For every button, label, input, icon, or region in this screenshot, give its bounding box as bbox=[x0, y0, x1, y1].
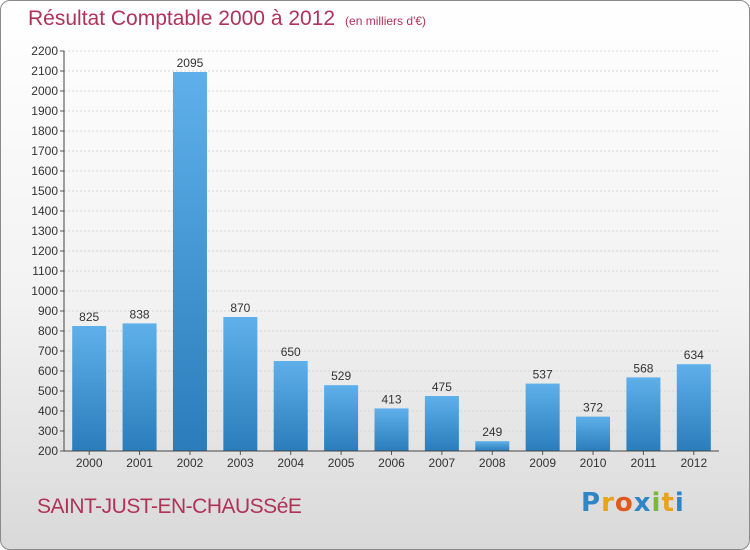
y-tick-label: 300 bbox=[38, 424, 58, 438]
y-tick-label: 1900 bbox=[31, 104, 58, 118]
grid-lines bbox=[64, 50, 719, 452]
data-label: 870 bbox=[230, 301, 250, 315]
y-tick-label: 2000 bbox=[31, 84, 58, 98]
y-tick-label: 1400 bbox=[31, 204, 58, 218]
data-label: 475 bbox=[432, 380, 452, 394]
y-tick-label: 2100 bbox=[31, 64, 58, 78]
bar-2008 bbox=[475, 441, 510, 451]
x-tick-label: 2003 bbox=[227, 456, 254, 470]
y-tick-label: 1000 bbox=[31, 284, 58, 298]
x-tick-label: 2008 bbox=[479, 456, 506, 470]
bar-2000 bbox=[72, 326, 107, 451]
bar-2006 bbox=[374, 408, 409, 451]
title-text: Résultat Comptable 2000 à 2012 bbox=[28, 7, 336, 30]
bar-2007 bbox=[424, 396, 459, 451]
data-label: 372 bbox=[583, 401, 603, 415]
x-tick-label: 2011 bbox=[631, 456, 657, 470]
y-tick-label: 1700 bbox=[31, 144, 58, 158]
logo-letter: i bbox=[651, 488, 662, 518]
x-tick-label: 2006 bbox=[378, 456, 405, 470]
x-tick-label: 2004 bbox=[277, 456, 304, 470]
data-label: 537 bbox=[533, 368, 553, 382]
data-label: 838 bbox=[130, 307, 150, 321]
x-tick-label: 2001 bbox=[126, 456, 153, 470]
x-tick-label: 2000 bbox=[76, 456, 103, 470]
data-labels: 825 838 2095 870 650 529 413 475 249 537 372 568 634 bbox=[79, 56, 704, 439]
y-tick-label: 1800 bbox=[31, 124, 58, 138]
y-tick-label: 400 bbox=[38, 404, 58, 418]
place-name: SAINT-JUST-EN-CHAUSSéE bbox=[37, 495, 302, 518]
bar-2010 bbox=[576, 416, 611, 451]
x-tick-label: 2010 bbox=[580, 456, 607, 470]
y-tick-label: 2200 bbox=[31, 44, 58, 58]
chart-title: Résultat Comptable 2000 à 2012 (en millie… bbox=[28, 7, 426, 31]
data-label: 825 bbox=[79, 310, 99, 324]
data-label: 413 bbox=[381, 392, 401, 406]
y-tick-label: 600 bbox=[38, 364, 58, 378]
y-tick-label: 700 bbox=[38, 344, 58, 358]
bar-2002 bbox=[172, 72, 207, 451]
x-tick-label: 2012 bbox=[680, 456, 707, 470]
logo-letter: o bbox=[614, 488, 634, 518]
data-label: 634 bbox=[684, 348, 704, 362]
logo-letter: t bbox=[661, 488, 675, 518]
x-tick-label: 2009 bbox=[529, 456, 556, 470]
y-axis-ticks: 200 300 400 500 600 700 800 900 1000 1100 1200 1300… bbox=[31, 44, 64, 458]
x-tick-label: 2007 bbox=[429, 456, 456, 470]
chart-subtitle: (en milliers d'€) bbox=[345, 14, 427, 28]
bars bbox=[72, 72, 711, 451]
logo-letter: x bbox=[633, 488, 652, 518]
logo-letter: P bbox=[581, 488, 602, 518]
bar-2011 bbox=[626, 377, 661, 451]
y-tick-label: 1200 bbox=[31, 244, 58, 258]
bar-2005 bbox=[324, 385, 359, 451]
bar-2003 bbox=[223, 317, 258, 451]
data-label: 2095 bbox=[177, 56, 204, 70]
logo-letter: i bbox=[674, 488, 685, 518]
y-tick-label: 200 bbox=[38, 444, 58, 458]
y-tick-label: 900 bbox=[38, 304, 58, 318]
x-axis-ticks: 2000 2001 2002 2003 2004 2005 2006 2007 2008 2009… bbox=[76, 451, 707, 470]
y-tick-label: 500 bbox=[38, 384, 58, 398]
bar-2001 bbox=[122, 323, 157, 451]
data-label: 249 bbox=[482, 425, 502, 439]
x-tick-label: 2002 bbox=[177, 456, 204, 470]
data-label: 568 bbox=[633, 361, 653, 375]
bar-2009 bbox=[525, 383, 560, 451]
y-tick-label: 1300 bbox=[31, 224, 58, 238]
x-tick-label: 2005 bbox=[328, 456, 355, 470]
data-label: 650 bbox=[281, 345, 301, 359]
proxiti-logo: Proxiti bbox=[581, 488, 685, 518]
y-tick-label: 1100 bbox=[32, 264, 58, 278]
bar-2004 bbox=[273, 361, 308, 451]
y-tick-label: 800 bbox=[38, 324, 58, 338]
data-label: 529 bbox=[331, 369, 351, 383]
y-tick-label: 1600 bbox=[31, 164, 58, 178]
y-tick-label: 1500 bbox=[31, 184, 58, 198]
logo-letter: r bbox=[601, 488, 615, 518]
bar-2012 bbox=[676, 364, 711, 451]
